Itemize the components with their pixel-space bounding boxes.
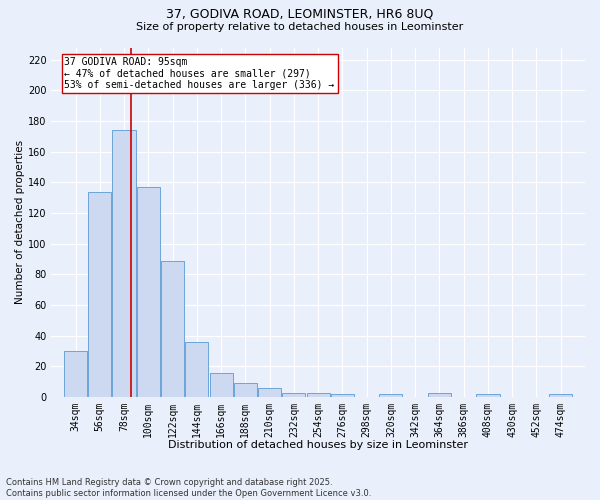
Bar	[112, 130, 136, 397]
Text: Size of property relative to detached houses in Leominster: Size of property relative to detached ho…	[136, 22, 464, 32]
Bar	[137, 187, 160, 397]
Bar	[331, 394, 354, 397]
Bar	[379, 394, 403, 397]
Bar	[185, 342, 208, 397]
Bar	[307, 392, 330, 397]
Bar	[64, 351, 87, 397]
Bar	[476, 394, 500, 397]
X-axis label: Distribution of detached houses by size in Leominster: Distribution of detached houses by size …	[168, 440, 468, 450]
Text: 37 GODIVA ROAD: 95sqm
← 47% of detached houses are smaller (297)
53% of semi-det: 37 GODIVA ROAD: 95sqm ← 47% of detached …	[64, 56, 335, 90]
Text: 37, GODIVA ROAD, LEOMINSTER, HR6 8UQ: 37, GODIVA ROAD, LEOMINSTER, HR6 8UQ	[166, 8, 434, 20]
Y-axis label: Number of detached properties: Number of detached properties	[15, 140, 25, 304]
Bar	[234, 384, 257, 397]
Bar	[258, 388, 281, 397]
Bar	[549, 394, 572, 397]
Bar	[209, 372, 233, 397]
Bar	[161, 260, 184, 397]
Bar	[88, 192, 112, 397]
Bar	[428, 392, 451, 397]
Text: Contains HM Land Registry data © Crown copyright and database right 2025.
Contai: Contains HM Land Registry data © Crown c…	[6, 478, 371, 498]
Bar	[282, 392, 305, 397]
